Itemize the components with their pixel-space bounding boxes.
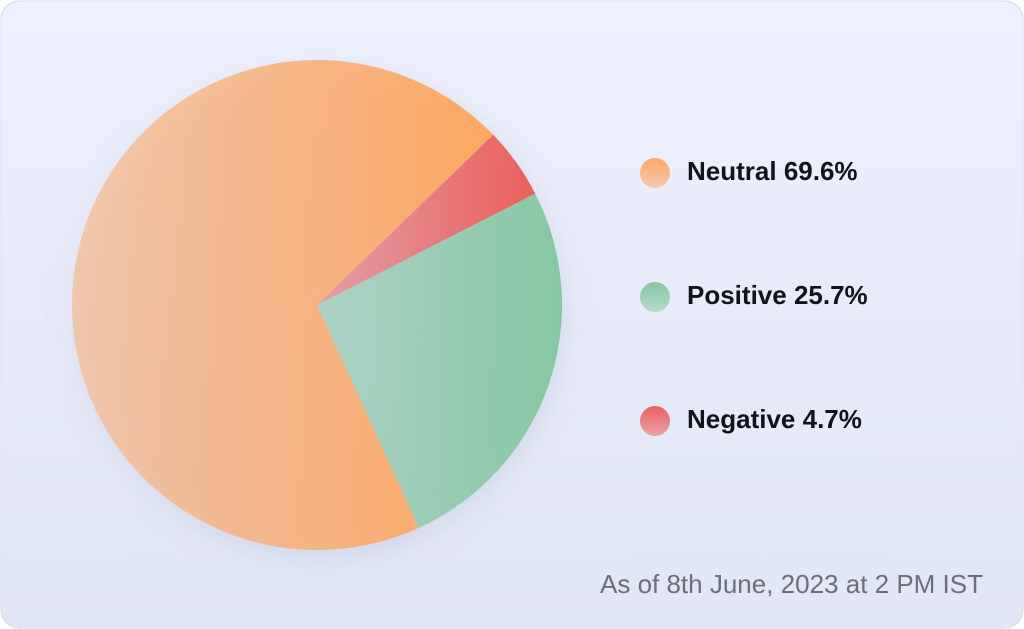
legend-name: Negative [687, 404, 795, 434]
legend-marker [640, 406, 670, 436]
footnote: As of 8th June, 2023 at 2 PM IST [600, 569, 983, 599]
legend-name: Positive [687, 280, 787, 310]
legend: Neutral 69.6% Positive 25.7% Negative 4.7% [640, 156, 868, 436]
pie-slice [317, 193, 562, 528]
legend-value: 4.7% [803, 404, 862, 434]
pie [71, 60, 562, 551]
legend-value: 69.6% [784, 156, 858, 186]
legend-marker [640, 282, 670, 312]
legend-marker [640, 158, 670, 188]
legend-label: Positive 25.7% [687, 280, 868, 310]
pie-slice [71, 60, 494, 551]
legend-label: Negative 4.7% [687, 404, 862, 434]
pie-slice [317, 134, 536, 305]
legend-label: Neutral 69.6% [687, 156, 858, 186]
legend-value: 25.7% [794, 280, 868, 310]
legend-name: Neutral [687, 156, 777, 186]
